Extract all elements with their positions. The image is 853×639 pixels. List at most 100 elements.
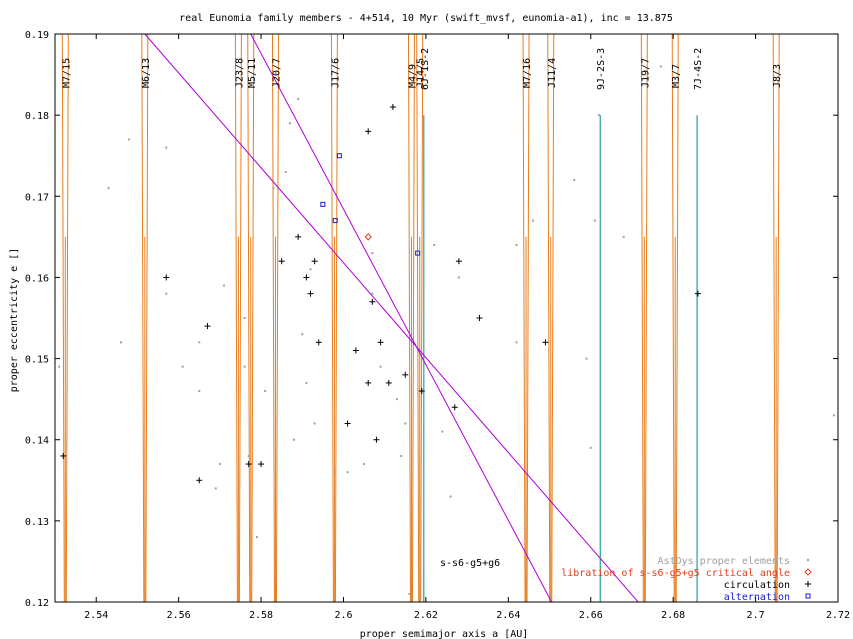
data-point-dot bbox=[119, 341, 122, 344]
resonance-line bbox=[776, 33, 780, 603]
legend-marker bbox=[805, 593, 811, 599]
data-point-dot bbox=[243, 365, 246, 368]
resonance-line bbox=[275, 33, 279, 603]
x-tick-label: 2.56 bbox=[167, 610, 191, 621]
x-tick-label: 2.72 bbox=[826, 610, 850, 621]
resonance-line bbox=[145, 33, 149, 603]
resonance-label: M6/13 bbox=[141, 58, 152, 88]
y-tick-label: 0.16 bbox=[25, 273, 49, 284]
resonance-line bbox=[247, 33, 251, 603]
data-point-dot bbox=[222, 284, 225, 287]
data-point-dot bbox=[593, 219, 596, 222]
data-point-plus bbox=[196, 477, 203, 484]
resonance-line bbox=[407, 33, 411, 603]
data-point-dot bbox=[441, 430, 444, 433]
chart-title: real Eunomia family members - 4+514, 10 … bbox=[179, 13, 673, 24]
y-tick-label: 0.17 bbox=[25, 192, 49, 203]
resonance-line bbox=[671, 33, 675, 603]
data-point-dot bbox=[264, 390, 267, 393]
data-point-plus bbox=[455, 258, 462, 265]
secular-line bbox=[144, 33, 639, 603]
data-point-dot bbox=[288, 122, 291, 125]
resonance-line bbox=[334, 33, 338, 603]
y-axis-label: proper eccentricity e [] bbox=[9, 248, 20, 393]
resonance-lines bbox=[61, 33, 780, 603]
data-point-dot bbox=[597, 114, 600, 117]
data-point-dot bbox=[165, 292, 168, 295]
legend-label: alternation bbox=[724, 592, 790, 603]
data-point-dot bbox=[457, 276, 460, 279]
x-axis-label: proper semimajor axis a [AU] bbox=[360, 629, 529, 639]
data-point-dot bbox=[371, 252, 374, 255]
secular-line bbox=[250, 33, 553, 603]
data-point-dot bbox=[622, 235, 625, 238]
data-point-square bbox=[336, 153, 342, 159]
resonance-line bbox=[526, 33, 530, 603]
data-point-plus bbox=[163, 274, 170, 281]
resonance-line bbox=[61, 33, 65, 603]
resonance-line bbox=[547, 33, 551, 603]
data-point-dot bbox=[449, 495, 452, 498]
resonance-line bbox=[644, 33, 648, 603]
data-point-dot bbox=[433, 243, 436, 246]
axis-ticks: 2.54 2.56 2.58 2.6 2.62 2.64 2.66 2.68 2.7 2.72 0.… bbox=[25, 30, 850, 621]
x-tick-label: 2.6 bbox=[334, 610, 352, 621]
resonance-label: J17/6 bbox=[330, 58, 341, 88]
data-point-plus bbox=[377, 339, 384, 346]
data-point-plus bbox=[352, 347, 359, 354]
y-tick-label: 0.13 bbox=[25, 517, 49, 528]
x-tick-label: 2.68 bbox=[661, 610, 685, 621]
resonance-label: J23/8 bbox=[234, 58, 245, 88]
data-point-dot bbox=[301, 333, 304, 336]
legend-marker bbox=[805, 581, 811, 587]
data-point-plus bbox=[258, 461, 265, 468]
data-point-plus bbox=[451, 404, 458, 411]
data-point-square bbox=[332, 218, 338, 224]
data-point-diamond bbox=[364, 233, 372, 241]
resonance-label: J11/4 bbox=[547, 58, 558, 88]
data-point-plus bbox=[694, 290, 701, 297]
resonance-line bbox=[65, 33, 69, 603]
data-point-dot bbox=[585, 357, 588, 360]
x-tick-label: 2.54 bbox=[84, 610, 108, 621]
plot-area bbox=[58, 33, 835, 603]
data-point-dot bbox=[313, 422, 316, 425]
resonance-label: J20/7 bbox=[271, 58, 282, 88]
resonance-line bbox=[141, 33, 145, 603]
data-point-dot bbox=[659, 65, 662, 68]
data-point-plus bbox=[365, 379, 372, 386]
resonance-label: M7/16 bbox=[522, 58, 533, 88]
resonance-line bbox=[675, 33, 679, 603]
data-point-dot bbox=[165, 146, 168, 149]
data-point-dot bbox=[272, 187, 275, 190]
resonance-label: M4/9 bbox=[407, 64, 418, 88]
data-point-plus bbox=[60, 452, 67, 459]
data-point-dot bbox=[293, 438, 296, 441]
resonance-line bbox=[411, 33, 415, 603]
data-point-plus bbox=[204, 323, 211, 330]
data-point-dot bbox=[334, 471, 337, 474]
data-point-dot bbox=[363, 463, 366, 466]
three-body-label: 7J-4S-2 bbox=[693, 48, 704, 90]
resonance-line bbox=[772, 33, 776, 603]
legend-marker bbox=[807, 559, 809, 561]
legend-marker bbox=[804, 568, 812, 576]
data-point-plus bbox=[311, 258, 318, 265]
resonance-line bbox=[271, 33, 275, 603]
data-point-dot bbox=[128, 138, 131, 141]
x-tick-label: 2.64 bbox=[496, 610, 520, 621]
x-tick-label: 2.7 bbox=[747, 610, 765, 621]
resonance-line bbox=[640, 33, 644, 603]
data-point-dot bbox=[218, 463, 221, 466]
data-point-dot bbox=[832, 414, 835, 417]
resonance-label: M3/7 bbox=[671, 64, 682, 88]
resonance-line bbox=[416, 33, 420, 603]
data-point-dot bbox=[198, 390, 201, 393]
legend-label: AstDys proper elements bbox=[658, 556, 790, 567]
data-point-dot bbox=[214, 487, 217, 490]
y-tick-label: 0.19 bbox=[25, 30, 49, 41]
data-point-plus bbox=[418, 388, 425, 395]
data-point-plus bbox=[303, 274, 310, 281]
data-point-square bbox=[415, 250, 421, 256]
resonance-line bbox=[330, 33, 334, 603]
